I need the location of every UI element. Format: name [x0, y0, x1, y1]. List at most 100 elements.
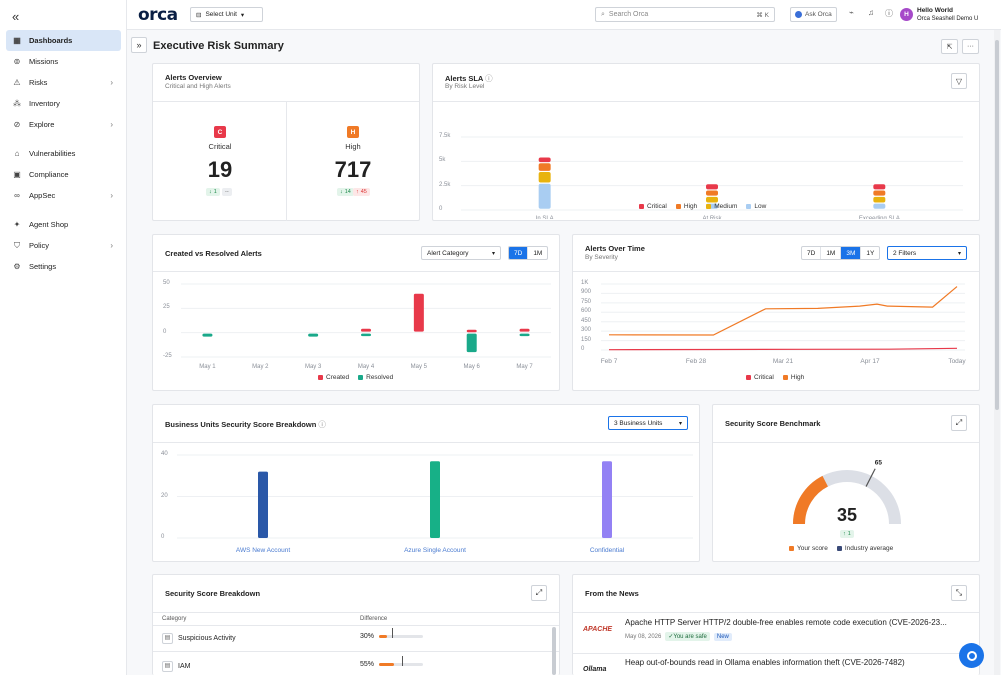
y-tick-label: 2.5k [439, 181, 451, 188]
lock-icon: ⌂ [14, 149, 20, 158]
high-count[interactable]: 717 [334, 157, 372, 182]
business-units-dropdown[interactable]: 3 Business Units ▾ [608, 416, 688, 430]
bar-critical[interactable] [706, 184, 718, 190]
filter-icon[interactable]: ▽ [951, 73, 967, 89]
alerts-over-time-range: 7D 1M 3M 1Y [801, 246, 881, 260]
table-row[interactable]: ▤ Suspicious Activity [162, 633, 236, 644]
avatar[interactable]: H [900, 8, 913, 21]
bar-created[interactable] [466, 329, 477, 333]
select-unit-dropdown[interactable]: ⊟ Select Unit ▾ [190, 7, 263, 22]
x-tick-label[interactable]: Azure Single Account [404, 547, 466, 554]
legend-industry-label: Industry average [844, 545, 894, 552]
legend-swatch [746, 203, 752, 209]
bar-low[interactable] [538, 183, 551, 209]
critical-badge: C [214, 126, 226, 138]
expand-icon[interactable]: ⤢ [951, 415, 967, 431]
line-high[interactable] [608, 286, 958, 336]
bar-created[interactable] [361, 328, 371, 332]
safe-badge: ✓You are safe [665, 632, 710, 641]
critical-count[interactable]: 19 [207, 157, 233, 182]
table-scrollbar[interactable] [552, 627, 556, 675]
expand-panel-icon[interactable]: » [131, 37, 147, 53]
bar-business-unit[interactable] [258, 471, 268, 538]
bar-high[interactable] [873, 190, 886, 196]
filters-dropdown[interactable]: 2 Filters ▾ [887, 246, 967, 260]
x-tick-label: Feb 28 [686, 358, 707, 365]
score-value: 35 [837, 505, 857, 525]
sidebar-item-agent-shop[interactable]: ✦ Agent Shop [6, 214, 121, 235]
news-item-title[interactable]: Heap out-of-bounds read in Ollama enable… [625, 658, 905, 667]
bell-icon[interactable]: ♫ [868, 8, 874, 17]
user-menu[interactable]: Hello World Orca Seashell Demo U [917, 7, 978, 23]
bar-critical[interactable] [538, 157, 551, 163]
y-tick-label: 5k [439, 157, 446, 164]
legend-swatch [358, 374, 364, 380]
legend-swatch [639, 203, 644, 209]
sidebar-item-missions[interactable]: ⊚ Missions [6, 51, 121, 72]
more-options-icon[interactable]: ··· [962, 39, 979, 54]
bar-high[interactable] [706, 190, 718, 196]
x-tick-label[interactable]: Confidential [590, 547, 625, 554]
sidebar-item-explore[interactable]: ⊘ Explore › [6, 114, 121, 135]
x-tick-label[interactable]: AWS New Account [236, 547, 291, 554]
ask-orca-button[interactable]: Ask Orca [790, 7, 837, 22]
search-input[interactable]: ⌕ Search Orca ⌘ K [595, 7, 775, 22]
range-1m[interactable]: 1M [821, 247, 842, 259]
bar-resolved[interactable] [361, 333, 371, 337]
chevron-down-icon: ▾ [957, 250, 961, 257]
chat-assistant-button[interactable] [959, 643, 984, 668]
bar-medium[interactable] [538, 172, 551, 183]
sidebar-item-risks[interactable]: ⚠ Risks › [6, 72, 121, 93]
divider [153, 271, 559, 272]
bar-resolved[interactable] [466, 333, 477, 353]
sidebar-item-settings[interactable]: ⚙ Settings [6, 256, 121, 277]
rocket-icon[interactable]: ⌁ [849, 8, 854, 17]
bar-resolved[interactable] [308, 333, 319, 337]
bar-resolved[interactable] [519, 333, 530, 337]
created-resolved-card: Created vs Resolved Alerts Alert Categor… [152, 234, 560, 391]
range-7d[interactable]: 7D [802, 247, 822, 259]
difference-bar [379, 656, 424, 666]
range-7d[interactable]: 7D [509, 247, 529, 259]
bar-medium[interactable] [706, 196, 718, 203]
collapse-icon[interactable]: ⤡ [951, 585, 967, 601]
sidebar-item-compliance[interactable]: ▣ Compliance [6, 164, 121, 185]
bar-critical[interactable] [873, 184, 886, 190]
sidebar-item-dashboards[interactable]: ▦ Dashboards [6, 30, 121, 51]
score-delta: ↑ 1 [840, 530, 854, 538]
collapse-sidebar-icon[interactable]: « [12, 9, 20, 24]
orca-logo[interactable]: orca [138, 5, 178, 25]
sidebar-item-inventory[interactable]: ⁂ Inventory [6, 93, 121, 114]
range-1y[interactable]: 1Y [866, 249, 875, 257]
table-row[interactable]: ▤ IAM [162, 661, 190, 672]
sidebar-item-appsec[interactable]: ∞ AppSec › [6, 185, 121, 206]
bar-business-unit[interactable] [602, 461, 612, 538]
bar-high[interactable] [538, 163, 551, 171]
sidebar-item-policy[interactable]: ⛉ Policy › [6, 235, 121, 256]
range-3m[interactable]: 3M [841, 247, 862, 259]
expand-icon[interactable]: ⤢ [531, 585, 547, 601]
chevron-right-icon: › [110, 78, 113, 87]
bar-low[interactable] [873, 203, 886, 209]
bar-business-unit[interactable] [430, 461, 440, 538]
page-title: Executive Risk Summary [153, 40, 284, 52]
news-item-title[interactable]: Apache HTTP Server HTTP/2 double-free en… [625, 618, 947, 627]
help-icon[interactable]: ⓘ [885, 9, 893, 18]
business-units-plot: AWS New Account Azure Single Account Confi… [177, 454, 693, 554]
alert-category-dropdown[interactable]: Alert Category ▾ [421, 246, 501, 260]
bar-created[interactable] [519, 328, 530, 332]
share-icon[interactable]: ⇱ [941, 39, 958, 54]
y-tick-label: 20 [161, 492, 168, 499]
range-1m[interactable]: 1M [533, 249, 543, 257]
bar-created[interactable] [413, 293, 424, 332]
sidebar-item-vulnerabilities[interactable]: ⌂ Vulnerabilities [6, 143, 121, 164]
chat-icon [966, 650, 977, 661]
page-scrollbar-thumb[interactable] [995, 40, 999, 410]
bar-resolved[interactable] [202, 333, 213, 337]
info-icon[interactable]: ⓘ [485, 74, 493, 83]
bar-medium[interactable] [873, 196, 886, 203]
line-critical[interactable] [608, 347, 958, 351]
info-icon[interactable]: ⓘ [318, 420, 326, 429]
y-tick-label: 0 [581, 346, 585, 352]
search-icon: ⌕ [601, 10, 605, 18]
